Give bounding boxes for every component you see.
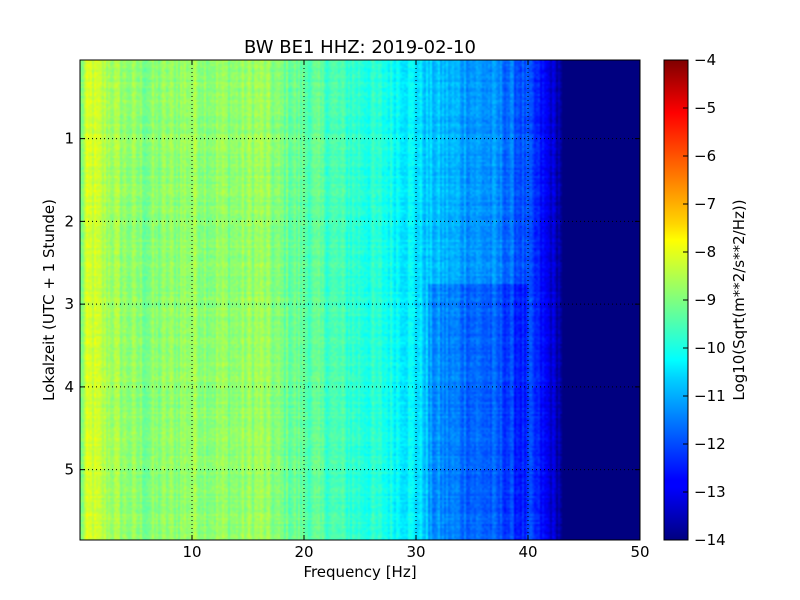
colorbar-tick-label: −9 xyxy=(694,291,716,309)
y-axis-ticks: 1 2 3 4 5 xyxy=(64,130,640,479)
colorbar-tick-label: −10 xyxy=(694,339,726,357)
x-axis-label: Frequency [Hz] xyxy=(303,563,416,581)
plot-frame xyxy=(79,59,641,541)
chart-title: BW BE1 HHZ: 2019-02-10 xyxy=(244,37,476,58)
colorbar-tick-label: −13 xyxy=(694,483,726,501)
y-axis-label: Lokalzeit (UTC + 1 Stunde) xyxy=(40,199,58,401)
colorbar-tick-label: −14 xyxy=(694,531,726,549)
colorbar: −4 −5 −6 −7 −8 −9 −10 −11 −12 −13 −14 Log10(Sqrt(m… xyxy=(663,51,748,549)
x-tick-label: 10 xyxy=(182,543,201,561)
x-tick-label: 20 xyxy=(294,543,313,561)
spectrogram-plot: 10 20 30 40 50 1 2 3 4 5 xyxy=(64,59,650,561)
x-tick-label: 40 xyxy=(518,543,537,561)
colorbar-ticks: −4 −5 −6 −7 −8 −9 −10 −11 −12 −13 −14 xyxy=(683,51,726,549)
y-tick-label: 5 xyxy=(64,461,74,479)
colorbar-tick-label: −5 xyxy=(694,99,716,117)
x-tick-label: 30 xyxy=(406,543,425,561)
colorbar-label: Log10(Sqrt(m**2/s**2/Hz)) xyxy=(730,199,748,400)
y-tick-label: 1 xyxy=(64,130,74,148)
grid-lines xyxy=(80,60,640,540)
x-axis-ticks: 10 20 30 40 50 xyxy=(182,60,650,561)
colorbar-tick-label: −7 xyxy=(694,195,716,213)
y-tick-label: 4 xyxy=(64,378,74,396)
spectrogram-heatmap xyxy=(80,60,640,540)
y-tick-label: 3 xyxy=(64,295,74,313)
colorbar-tick-label: −4 xyxy=(694,51,716,69)
colorbar-tick-label: −6 xyxy=(694,147,716,165)
x-tick-label: 50 xyxy=(630,543,649,561)
colorbar-tick-label: −12 xyxy=(694,435,726,453)
colorbar-tick-label: −8 xyxy=(694,243,716,261)
y-tick-label: 2 xyxy=(64,212,74,230)
colorbar-tick-label: −11 xyxy=(694,387,726,405)
